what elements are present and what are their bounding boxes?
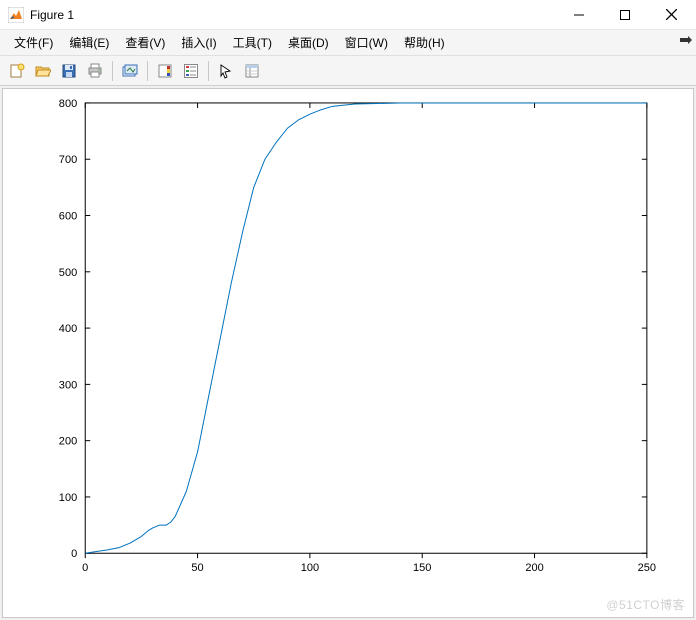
open-icon[interactable]: [31, 59, 55, 83]
titlebar: Figure 1: [0, 0, 696, 30]
menubar: 文件(F) 编辑(E) 查看(V) 插入(I) 工具(T) 桌面(D) 窗口(W…: [0, 30, 696, 56]
minimize-button[interactable]: [556, 0, 602, 30]
insert-colorbar-icon[interactable]: [153, 59, 177, 83]
menu-overflow-icon[interactable]: [678, 34, 692, 51]
figure-area: 0 50 100 150 200 250 0 100 200 300 400 500 600 700 800…: [0, 86, 696, 620]
svg-text:600: 600: [59, 211, 77, 223]
svg-text:100: 100: [301, 562, 319, 574]
maximize-button[interactable]: [602, 0, 648, 30]
menu-insert[interactable]: 插入(I): [173, 31, 224, 54]
print-icon[interactable]: [83, 59, 107, 83]
toolbar-separator: [147, 61, 148, 81]
menu-desktop[interactable]: 桌面(D): [280, 31, 337, 54]
svg-text:700: 700: [59, 154, 77, 166]
svg-text:100: 100: [59, 492, 77, 504]
svg-text:150: 150: [413, 562, 431, 574]
toolbar: [0, 56, 696, 86]
svg-text:200: 200: [525, 562, 543, 574]
svg-text:800: 800: [59, 98, 77, 110]
menu-help[interactable]: 帮助(H): [396, 31, 453, 54]
save-icon[interactable]: [57, 59, 81, 83]
link-axes-icon[interactable]: [118, 59, 142, 83]
menu-file[interactable]: 文件(F): [6, 31, 61, 54]
svg-text:200: 200: [59, 436, 77, 448]
svg-text:500: 500: [59, 267, 77, 279]
close-button[interactable]: [648, 0, 694, 30]
toolbar-separator: [112, 61, 113, 81]
edit-plot-icon[interactable]: [214, 59, 238, 83]
menu-edit[interactable]: 编辑(E): [61, 31, 117, 54]
insert-legend-icon[interactable]: [179, 59, 203, 83]
new-figure-icon[interactable]: [5, 59, 29, 83]
line-chart: 0 50 100 150 200 250 0 100 200 300 400 500 600 700 800: [3, 89, 693, 617]
menu-view[interactable]: 查看(V): [117, 31, 173, 54]
toolbar-separator: [208, 61, 209, 81]
svg-text:400: 400: [59, 323, 77, 335]
window-title: Figure 1: [30, 8, 74, 22]
svg-text:300: 300: [59, 379, 77, 391]
axes-canvas[interactable]: 0 50 100 150 200 250 0 100 200 300 400 500 600 700 800…: [2, 88, 694, 618]
menu-tools[interactable]: 工具(T): [225, 31, 280, 54]
matlab-app-icon: [8, 7, 24, 23]
svg-text:0: 0: [71, 548, 77, 560]
menu-window[interactable]: 窗口(W): [337, 31, 396, 54]
open-property-inspector-icon[interactable]: [240, 59, 264, 83]
svg-text:50: 50: [191, 562, 203, 574]
svg-text:0: 0: [82, 562, 88, 574]
svg-text:250: 250: [638, 562, 656, 574]
